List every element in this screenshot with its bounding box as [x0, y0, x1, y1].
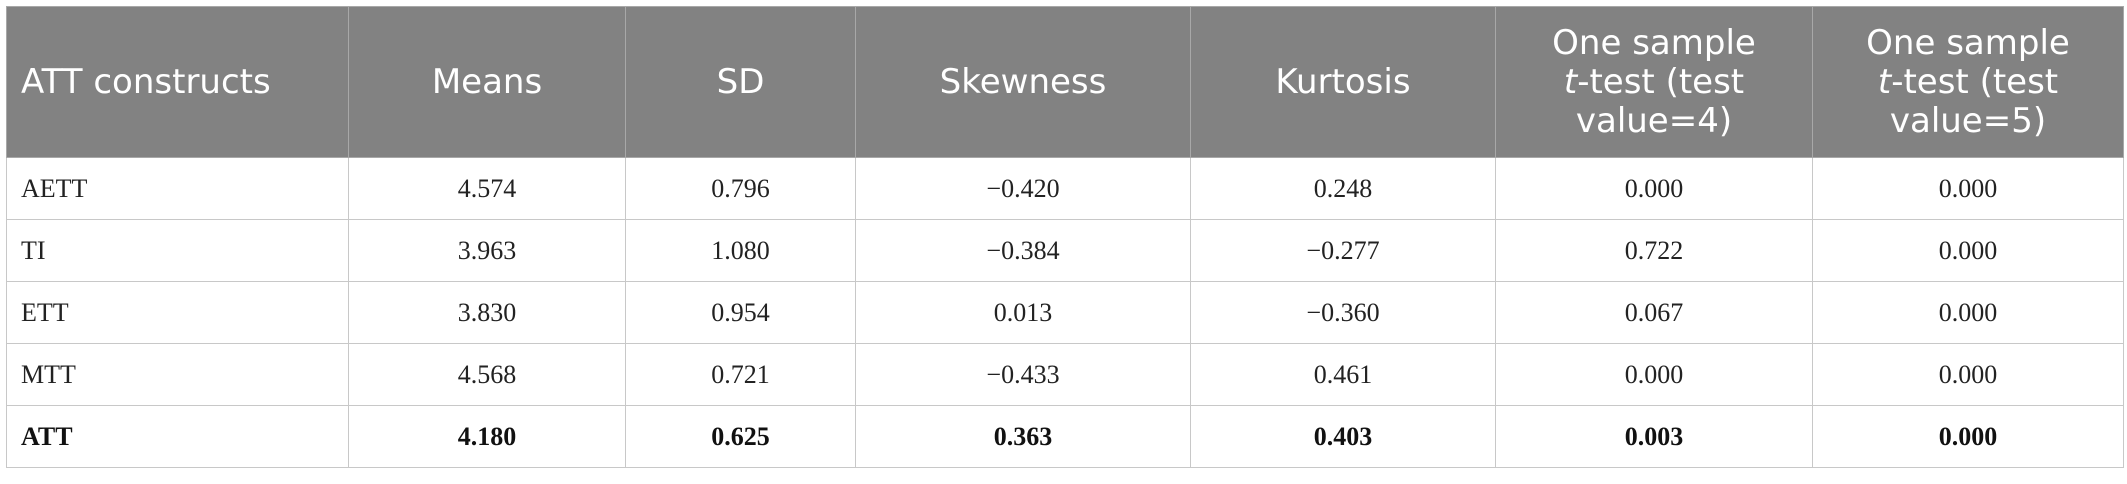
cell-t-test-4: 0.722: [1495, 219, 1813, 282]
table-row: AETT 4.574 0.796 −0.420 0.248 0.000 0.00…: [6, 157, 2124, 220]
stats-table-container: ATT constructs Means SD Skewness Kurtosi…: [6, 6, 2124, 468]
header-t5-line2: t-test (test: [1813, 61, 2123, 102]
header-row: ATT constructs Means SD Skewness Kurtosi…: [6, 6, 2124, 158]
cell-t-test-5: 0.000: [1812, 219, 2124, 282]
cell-skewness: −0.384: [855, 219, 1191, 282]
header-t4-line2-rest: -test (test: [1577, 61, 1745, 102]
header-t4-line1: One sample: [1552, 22, 1756, 63]
header-kurtosis: Kurtosis: [1190, 6, 1496, 158]
cell-sd: 0.721: [625, 343, 856, 406]
header-t5-line3: value=5): [1889, 100, 2047, 141]
header-means: Means: [348, 6, 626, 158]
cell-skewness: 0.363: [855, 405, 1191, 468]
header-t-test-value-5: One sample t-test (test value=5): [1812, 6, 2124, 158]
header-t4-italic-t: t: [1563, 61, 1578, 102]
cell-means: 4.180: [348, 405, 626, 468]
cell-kurtosis: 0.403: [1190, 405, 1496, 468]
cell-skewness: −0.420: [855, 157, 1191, 220]
cell-sd: 0.954: [625, 281, 856, 344]
descriptive-stats-table: ATT constructs Means SD Skewness Kurtosi…: [6, 6, 2124, 468]
header-t5-line2-rest: -test (test: [1891, 61, 2059, 102]
cell-skewness: −0.433: [855, 343, 1191, 406]
cell-means: 3.830: [348, 281, 626, 344]
cell-t-test-4: 0.067: [1495, 281, 1813, 344]
cell-t-test-4: 0.000: [1495, 343, 1813, 406]
cell-t-test-4: 0.003: [1495, 405, 1813, 468]
table-row: MTT 4.568 0.721 −0.433 0.461 0.000 0.000: [6, 343, 2124, 406]
header-t5-line1: One sample: [1866, 22, 2070, 63]
cell-kurtosis: 0.248: [1190, 157, 1496, 220]
cell-t-test-5: 0.000: [1812, 343, 2124, 406]
table-row: ETT 3.830 0.954 0.013 −0.360 0.067 0.000: [6, 281, 2124, 344]
cell-sd: 0.796: [625, 157, 856, 220]
cell-construct: AETT: [6, 157, 349, 220]
cell-means: 4.568: [348, 343, 626, 406]
cell-kurtosis: −0.277: [1190, 219, 1496, 282]
cell-construct: TI: [6, 219, 349, 282]
cell-skewness: 0.013: [855, 281, 1191, 344]
cell-means: 4.574: [348, 157, 626, 220]
header-skewness: Skewness: [855, 6, 1191, 158]
cell-t-test-5: 0.000: [1812, 405, 2124, 468]
table-row: TI 3.963 1.080 −0.384 −0.277 0.722 0.000: [6, 219, 2124, 282]
header-t5-italic-t: t: [1877, 61, 1892, 102]
cell-t-test-4: 0.000: [1495, 157, 1813, 220]
header-sd: SD: [625, 6, 856, 158]
cell-kurtosis: −0.360: [1190, 281, 1496, 344]
cell-sd: 1.080: [625, 219, 856, 282]
header-t4-line2: t-test (test: [1496, 61, 1812, 102]
cell-construct: ATT: [6, 405, 349, 468]
cell-t-test-5: 0.000: [1812, 281, 2124, 344]
cell-t-test-5: 0.000: [1812, 157, 2124, 220]
cell-construct: MTT: [6, 343, 349, 406]
cell-means: 3.963: [348, 219, 626, 282]
table-row-total: ATT 4.180 0.625 0.363 0.403 0.003 0.000: [6, 405, 2124, 468]
cell-construct: ETT: [6, 281, 349, 344]
header-t4-line3: value=4): [1575, 100, 1733, 141]
cell-sd: 0.625: [625, 405, 856, 468]
header-att-constructs: ATT constructs: [6, 6, 349, 158]
cell-kurtosis: 0.461: [1190, 343, 1496, 406]
header-t-test-value-4: One sample t-test (test value=4): [1495, 6, 1813, 158]
